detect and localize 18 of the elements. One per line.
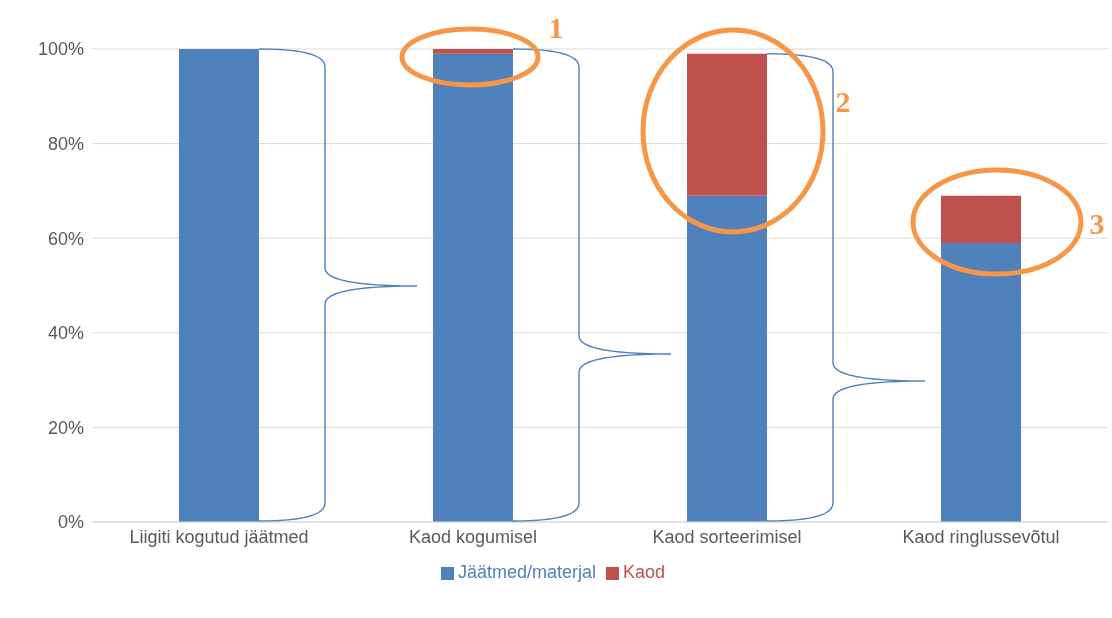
y-tick-label: 20% (47, 417, 84, 438)
y-tick-label: 60% (47, 228, 84, 249)
bar (433, 49, 513, 54)
text: 1 (548, 11, 564, 44)
y-tick-label: 100% (37, 39, 84, 60)
x-tick-label: Kaod sorteerimisel (652, 526, 802, 547)
legend-label: Kaod (623, 562, 666, 582)
y-tick-label: 80% (47, 133, 84, 154)
y-tick-label: 40% (47, 323, 84, 344)
annotation: 2 (835, 85, 851, 118)
annotation: 3 (1089, 207, 1105, 240)
bar (941, 195, 1021, 243)
y-tick-label: 0% (57, 512, 84, 533)
x-tick-label: Kaod kogumisel (408, 526, 538, 547)
bar (687, 53, 767, 196)
x-tick-label: Kaod ringlussevõtul (902, 526, 1060, 547)
x-tick-label: Liigiti kogutud jäätmed (129, 526, 309, 547)
legend-label: Jäätmed/materjal (457, 562, 596, 582)
